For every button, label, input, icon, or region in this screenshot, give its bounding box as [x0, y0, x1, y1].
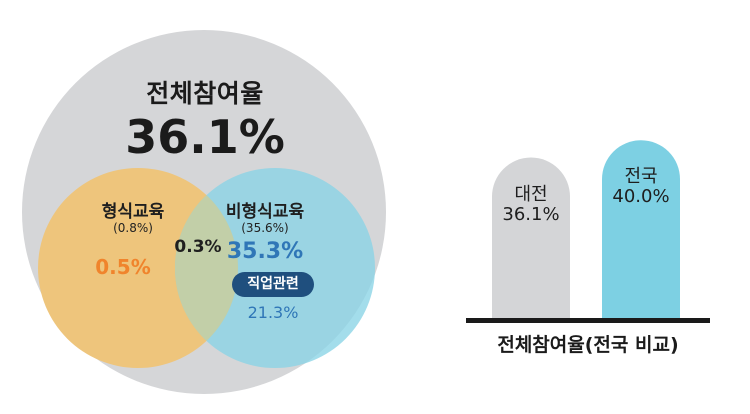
overlap-value: 0.3% — [174, 237, 222, 257]
bar-category-label: 대전 — [514, 183, 548, 205]
nonformal-education-total: (35.6%) — [241, 221, 289, 235]
bar-chart-xlabel: 전체참여율(전국 비교) — [497, 334, 679, 356]
bar-national — [602, 140, 680, 318]
vocational-badge: 직업관련 — [232, 272, 314, 297]
bar-value-label: 40.0% — [612, 186, 670, 208]
vocational-value: 21.3% — [247, 303, 299, 322]
formal-only-value: 0.5% — [95, 255, 151, 279]
nonformal-only-value: 35.3% — [226, 239, 304, 264]
formal-education-total: (0.8%) — [113, 221, 153, 235]
formal-education-label: 형식교육 — [101, 202, 165, 222]
total-participation-label: 전체참여율 — [146, 79, 264, 108]
total-participation-value: 36.1% — [125, 110, 285, 164]
bar-daejeon — [492, 157, 570, 318]
bar-chart-svg — [466, 140, 710, 323]
overlap-region — [175, 168, 375, 368]
bar-category-label: 전국 — [624, 166, 658, 188]
nonformal-education-label: 비형식교육 — [225, 202, 305, 222]
bar-chart-baseline — [466, 318, 710, 323]
comparison-bar-chart: 대전 36.1% 전국 40.0% — [440, 60, 740, 360]
bar-value-label: 36.1% — [502, 203, 560, 225]
